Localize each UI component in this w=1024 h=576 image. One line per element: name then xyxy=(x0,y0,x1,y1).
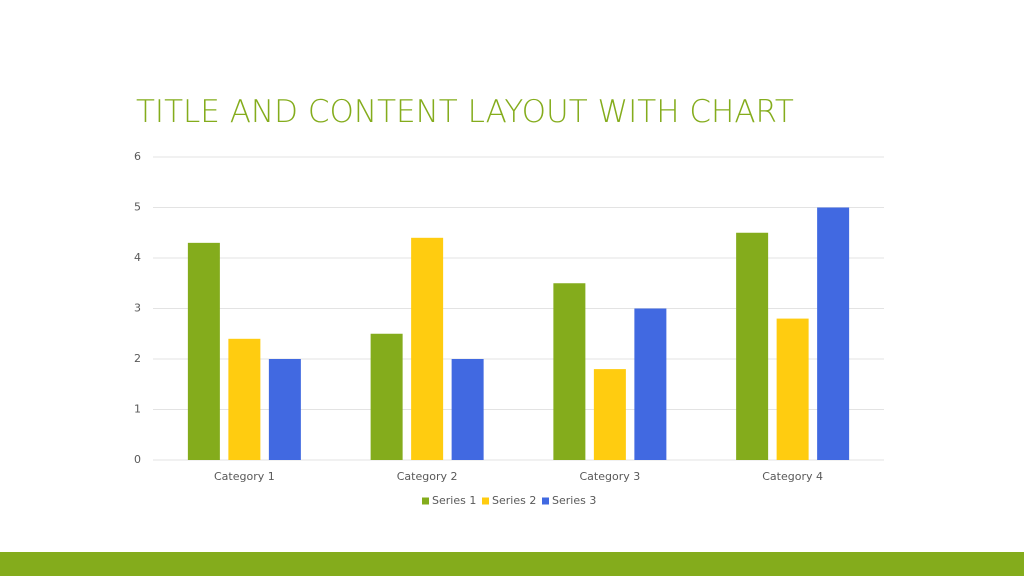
y-tick-label: 6 xyxy=(134,150,141,163)
legend-label: Series 3 xyxy=(552,494,596,507)
bar xyxy=(553,283,586,460)
y-tick-label: 3 xyxy=(134,302,141,315)
legend-swatch xyxy=(422,497,429,505)
x-tick-label: Category 2 xyxy=(397,470,458,483)
y-tick-label: 2 xyxy=(134,352,141,365)
bar xyxy=(736,232,769,460)
x-tick-label: Category 4 xyxy=(762,470,823,483)
legend-label: Series 2 xyxy=(492,494,536,507)
bar xyxy=(411,237,444,460)
bar xyxy=(451,359,484,460)
bar xyxy=(228,338,261,460)
bar xyxy=(817,207,850,460)
y-tick-label: 0 xyxy=(134,453,141,466)
footer-bar xyxy=(0,552,1024,576)
bar xyxy=(634,308,667,460)
bar xyxy=(268,359,301,460)
y-tick-label: 4 xyxy=(134,251,141,264)
bar xyxy=(776,318,809,460)
y-tick-label: 5 xyxy=(134,201,141,214)
legend-swatch xyxy=(482,497,489,505)
legend-label: Series 1 xyxy=(432,494,476,507)
x-tick-label: Category 3 xyxy=(580,470,641,483)
bar xyxy=(370,333,403,460)
y-tick-label: 1 xyxy=(134,403,141,416)
bar xyxy=(187,242,220,460)
x-tick-label: Category 1 xyxy=(214,470,275,483)
legend-swatch xyxy=(542,497,549,505)
bar xyxy=(593,369,626,460)
slide-title: TITLE AND CONTENT LAYOUT WITH CHART xyxy=(136,94,794,130)
